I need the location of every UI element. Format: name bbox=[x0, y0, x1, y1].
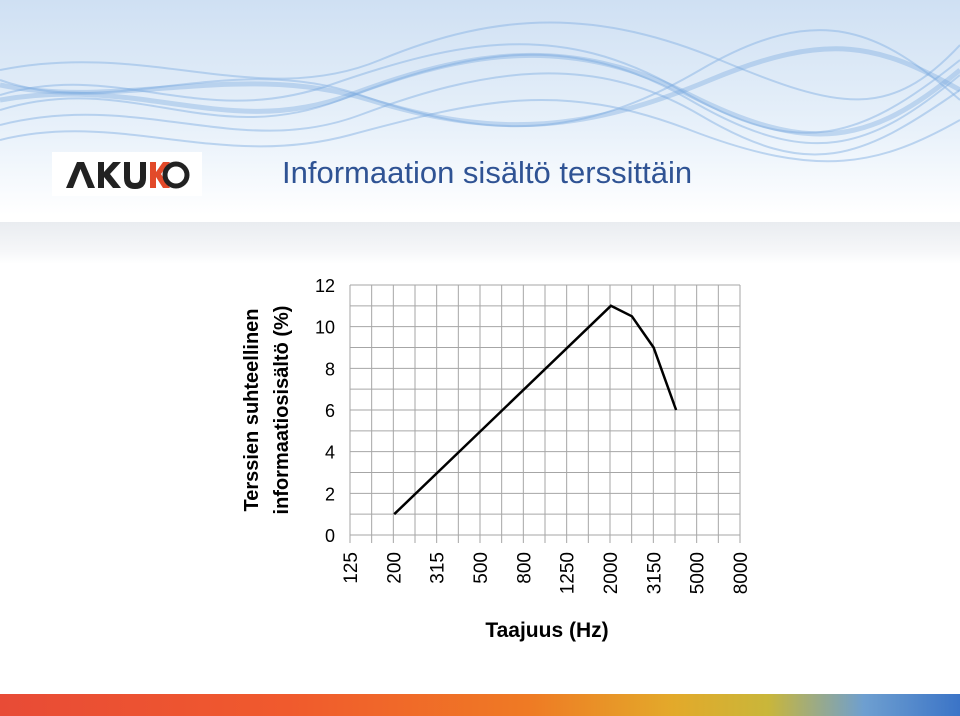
y-tick-label: 10 bbox=[315, 318, 335, 338]
series-line bbox=[393, 304, 678, 516]
y-tick-label: 12 bbox=[315, 276, 335, 296]
akukon-logo bbox=[66, 161, 190, 189]
y-tick-label: 0 bbox=[325, 526, 335, 546]
header-band bbox=[0, 222, 960, 264]
y-tick-labels: 0 2 4 6 8 10 12 bbox=[315, 276, 335, 546]
x-axis-title: Taajuus (Hz) bbox=[485, 619, 608, 642]
logo bbox=[52, 152, 202, 196]
series-points bbox=[394, 305, 677, 515]
y-axis-title-line: Terssien suhteellinen bbox=[241, 308, 263, 511]
x-tick-label: 500 bbox=[471, 552, 492, 584]
x-tick-label: 1250 bbox=[558, 552, 579, 594]
x-tick-label: 200 bbox=[384, 552, 405, 584]
y-axis-title-line: informaatiosisältö (%) bbox=[271, 306, 293, 515]
y-tick-label: 8 bbox=[325, 359, 335, 379]
x-tick-label: 125 bbox=[341, 552, 362, 584]
x-tick-label: 3150 bbox=[644, 552, 665, 594]
y-axis-title: Terssien suhteellinen informaatiosisältö … bbox=[241, 306, 293, 515]
x-tick-labels: 125 200 315 500 800 1250 2000 3150 5000 8000 bbox=[341, 552, 752, 594]
y-tick-label: 6 bbox=[325, 401, 335, 421]
slide-title: Informaation sisältö terssittäin bbox=[282, 155, 693, 190]
y-tick-label: 4 bbox=[325, 443, 335, 463]
footer-stripe bbox=[0, 694, 960, 716]
x-tick-label: 2000 bbox=[601, 552, 622, 594]
y-tick-label: 2 bbox=[325, 484, 335, 504]
x-tick-label: 315 bbox=[428, 552, 449, 584]
x-tick-label: 5000 bbox=[688, 552, 709, 594]
x-tick-label: 8000 bbox=[731, 552, 752, 594]
x-tick-label: 800 bbox=[514, 552, 535, 584]
grid bbox=[349, 284, 741, 543]
